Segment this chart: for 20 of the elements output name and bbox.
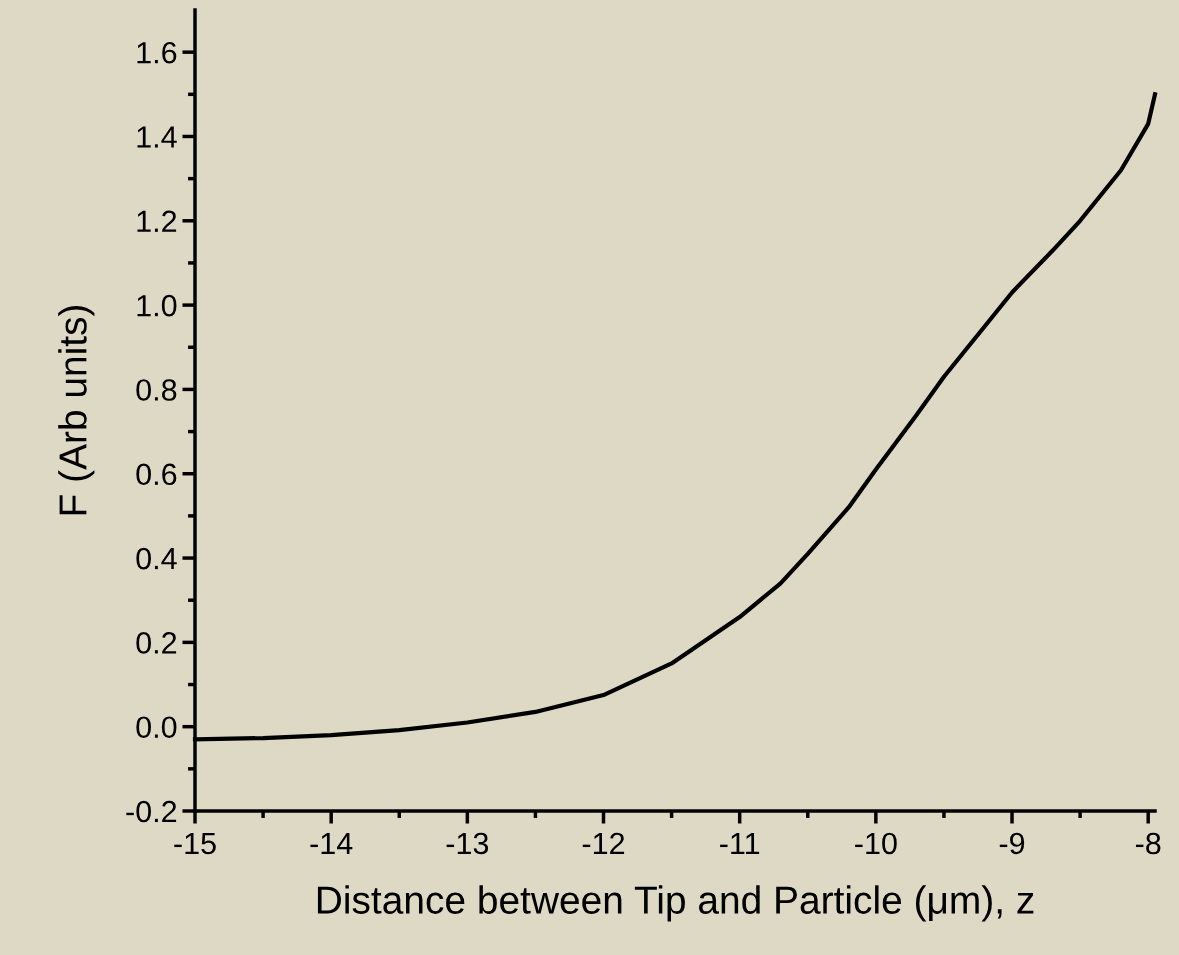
y-tick-label: 1.2 — [137, 210, 177, 232]
y-tick-label: -0.2 — [126, 800, 177, 823]
y-tick-label: 0.4 — [136, 547, 177, 570]
x-tick-label: -14 — [310, 832, 353, 854]
x-tick-label: -9 — [999, 832, 1025, 855]
x-tick-label: -12 — [582, 832, 625, 854]
x-tick-label: -15 — [174, 832, 216, 855]
x-tick-label: -8 — [1135, 832, 1161, 855]
y-tick-label: 1.4 — [137, 126, 177, 148]
y-tick-label: 0.2 — [136, 632, 177, 654]
x-tick-label: -11 — [720, 832, 760, 854]
y-tick-label: 1.6 — [137, 41, 177, 64]
y-axis-title: F (Arb units) — [58, 305, 95, 515]
x-axis-title: Distance between Tip and Particle (μm), z — [317, 885, 1034, 922]
x-tick-label: -13 — [446, 832, 489, 855]
y-tick-label: 0.8 — [136, 379, 177, 401]
y-tick-label: 0.6 — [136, 463, 177, 486]
y-tick-label: 1.0 — [137, 294, 177, 317]
y-tick-label: 0.0 — [136, 716, 177, 739]
x-tick-label: -10 — [855, 832, 897, 855]
